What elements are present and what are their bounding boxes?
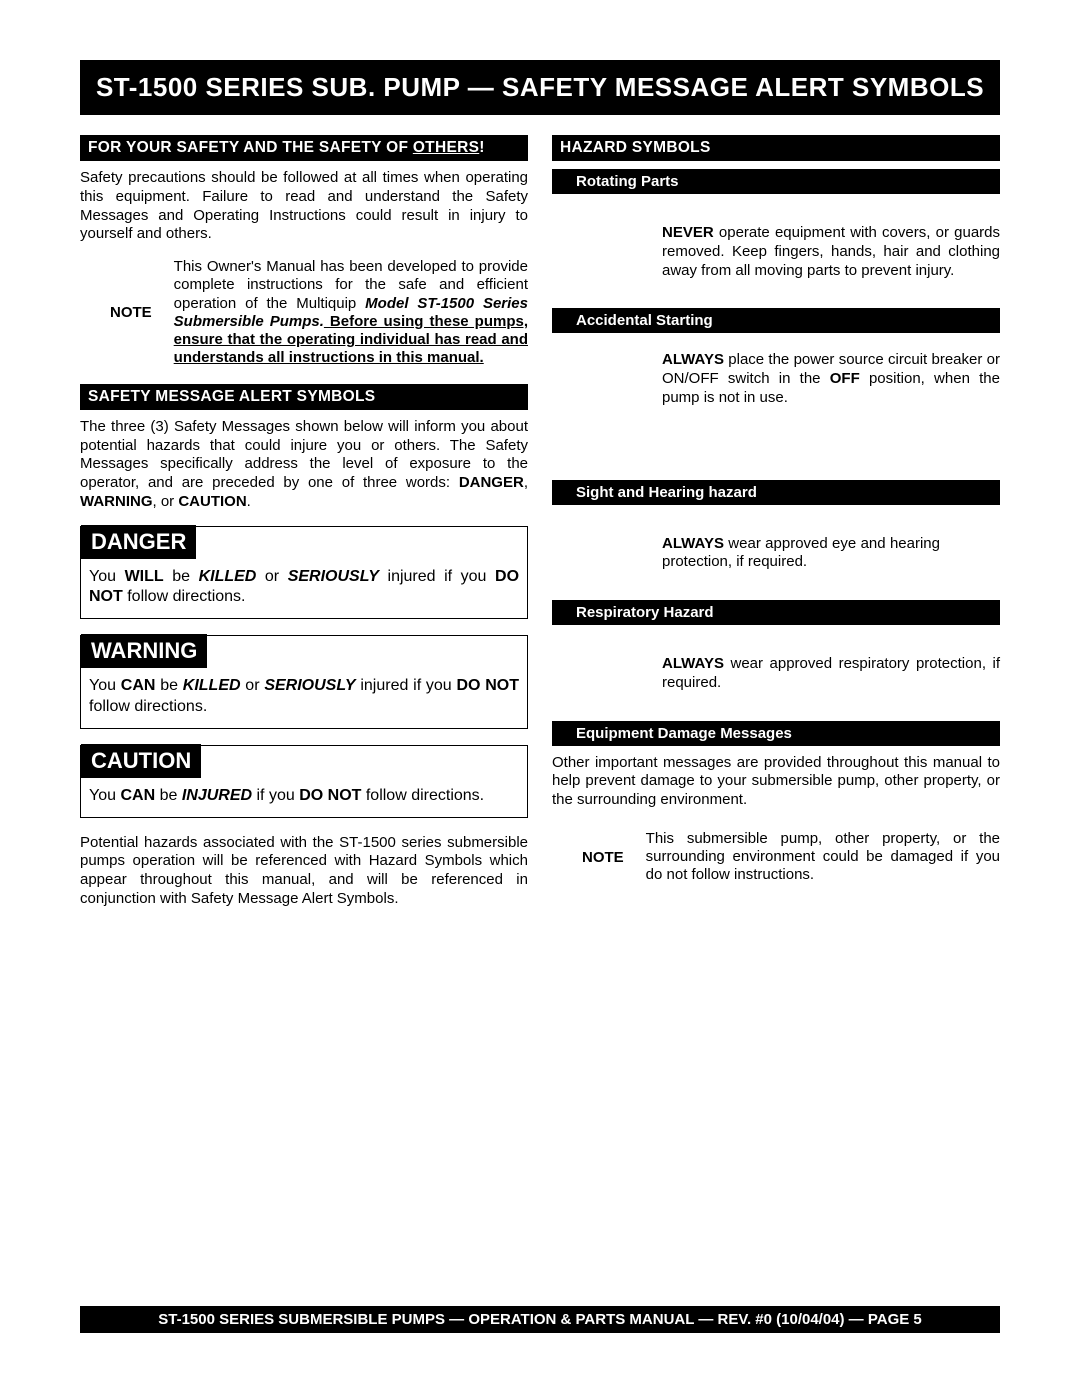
closing-para: Potential hazards associated with the ST… <box>80 834 528 909</box>
warning-box: WARNING You CAN be KILLED or SERIOUSLY i… <box>80 635 528 729</box>
t: INJURED <box>182 787 252 804</box>
right-column: HAZARD SYMBOLS Rotating Parts NEVER oper… <box>552 129 1000 923</box>
intro-para: Safety precautions should be followed at… <box>80 169 528 244</box>
smas-g: . <box>247 493 251 510</box>
note-label: NOTE <box>80 304 152 321</box>
head-text-post: ! <box>479 139 484 156</box>
t: ALWAYS <box>662 535 724 552</box>
t: CAN <box>120 787 155 804</box>
sub-head-accidental: Accidental Starting <box>552 308 1000 333</box>
head-underline: OTHERS <box>413 139 479 156</box>
t: injured if you <box>356 677 457 694</box>
t: SERIOUSLY <box>288 568 379 585</box>
t: if you <box>252 787 299 804</box>
t: follow directions. <box>361 787 484 804</box>
rotating-body: NEVER operate equipment with covers, or … <box>552 224 1000 280</box>
smas-e: , or <box>153 493 179 510</box>
page-title: ST-1500 SERIES SUB. PUMP — SAFETY MESSAG… <box>80 60 1000 115</box>
note-block: NOTE This Owner's Manual has been develo… <box>80 258 528 368</box>
smas-f: CAUTION <box>178 493 246 510</box>
accidental-body: ALWAYS place the power source circuit br… <box>552 351 1000 407</box>
t: or <box>241 677 265 694</box>
t: You <box>89 677 121 694</box>
sub-head-respiratory: Respiratory Hazard <box>552 600 1000 625</box>
left-column: FOR YOUR SAFETY AND THE SAFETY OF OTHERS… <box>80 129 528 923</box>
warning-tag: WARNING <box>81 634 207 668</box>
danger-text: You WILL be KILLED or SERIOUSLY injured … <box>89 567 519 609</box>
danger-tag: DANGER <box>81 525 196 559</box>
caution-tag: CAUTION <box>81 744 201 778</box>
t: You <box>89 568 125 585</box>
smas-c: , <box>524 474 528 491</box>
t: follow directions. <box>123 588 246 605</box>
section-head-smas: SAFETY MESSAGE ALERT SYMBOLS <box>80 384 528 410</box>
t: KILLED <box>199 568 257 585</box>
note-body: This Owner's Manual has been developed t… <box>174 258 528 368</box>
note-label-right: NOTE <box>552 849 624 866</box>
sub-head-rotating: Rotating Parts <box>552 169 1000 194</box>
smas-b: DANGER <box>459 474 524 491</box>
caution-box: CAUTION You CAN be INJURED if you DO NOT… <box>80 745 528 818</box>
section-head-safety-others: FOR YOUR SAFETY AND THE SAFETY OF OTHERS… <box>80 135 528 161</box>
t: be <box>155 787 182 804</box>
t: DO NOT <box>456 677 519 694</box>
t: NEVER <box>662 224 714 241</box>
smas-d: WARNING <box>80 493 153 510</box>
t: be <box>155 677 182 694</box>
t: DO NOT <box>299 787 361 804</box>
sight-hearing-body: ALWAYS wear approved eye and hearing pro… <box>552 535 1000 573</box>
t: be <box>164 568 199 585</box>
head-text: FOR YOUR SAFETY AND THE SAFETY OF <box>88 139 413 156</box>
t: WILL <box>125 568 164 585</box>
sub-head-sight-hearing: Sight and Hearing hazard <box>552 480 1000 505</box>
t: ALWAYS <box>662 351 724 368</box>
warning-text: You CAN be KILLED or SERIOUSLY injured i… <box>89 676 519 718</box>
smas-para: The three (3) Safety Messages shown belo… <box>80 418 528 512</box>
footer-bar: ST-1500 SERIES SUBMERSIBLE PUMPS — OPERA… <box>80 1306 1000 1333</box>
t: KILLED <box>183 677 241 694</box>
t: or <box>256 568 287 585</box>
t: ALWAYS <box>662 655 724 672</box>
sub-head-equipment-damage: Equipment Damage Messages <box>552 721 1000 746</box>
t: OFF <box>830 370 860 387</box>
t: You <box>89 787 120 804</box>
caution-text: You CAN be INJURED if you DO NOT follow … <box>89 786 519 807</box>
t: SERIOUSLY <box>264 677 355 694</box>
edm-para: Other important messages are provided th… <box>552 754 1000 810</box>
t: CAN <box>121 677 156 694</box>
t: follow directions. <box>89 698 207 715</box>
respiratory-body: ALWAYS wear approved respiratory protect… <box>552 655 1000 693</box>
section-head-hazard: HAZARD SYMBOLS <box>552 135 1000 161</box>
note-body-right: This submersible pump, other property, o… <box>646 830 1000 885</box>
t: injured if you <box>379 568 495 585</box>
note-block-right: NOTE This submersible pump, other proper… <box>552 830 1000 885</box>
danger-box: DANGER You WILL be KILLED or SERIOUSLY i… <box>80 526 528 620</box>
